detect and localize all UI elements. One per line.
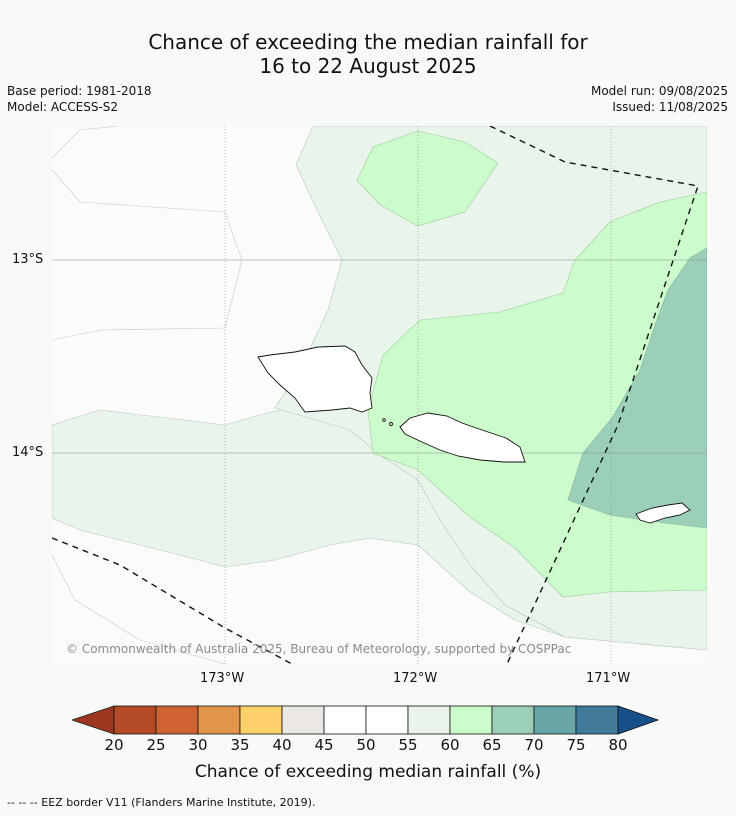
colorbar-tick-label: 20	[104, 736, 124, 754]
island-savaii	[257, 345, 373, 413]
lat-label-13s: 13°S	[12, 252, 44, 267]
colorbar-tick-label: 30	[188, 736, 208, 754]
model-name: Model: ACCESS-S2	[7, 100, 119, 114]
colorbar-tick-label: 75	[566, 736, 586, 754]
colorbar-tick-label: 25	[146, 736, 166, 754]
colorbar-tick-label: 70	[524, 736, 544, 754]
colorbar-segment	[575, 705, 619, 735]
title-line-1: Chance of exceeding the median rainfall …	[148, 30, 588, 54]
map-title: Chance of exceeding the median rainfall …	[0, 30, 736, 78]
island-upolu	[399, 412, 526, 463]
colorbar-segment	[407, 705, 451, 735]
colorbar-segment	[365, 705, 409, 735]
islands	[257, 345, 691, 524]
zone-60-65-north	[356, 130, 499, 227]
issued-date: Issued: 11/08/2025	[612, 100, 728, 114]
colorbar-segment	[323, 705, 367, 735]
colorbar-segment	[449, 705, 493, 735]
island-tutuila	[635, 502, 691, 524]
colorbar-segment	[281, 705, 325, 735]
contour-west-c	[52, 554, 226, 664]
colorbar-extend-high	[617, 705, 660, 735]
colorbar-segment	[533, 705, 577, 735]
gridlines	[52, 126, 707, 664]
islet-a	[382, 418, 386, 422]
contour-west-a	[52, 126, 119, 159]
eez-border	[52, 126, 699, 664]
colorbar-tick-label: 60	[440, 736, 460, 754]
colorbar-tick-label: 65	[482, 736, 502, 754]
colorbar-segment	[113, 705, 157, 735]
lon-label-172w: 172°W	[393, 671, 438, 686]
colorbar-tick-label: 55	[398, 736, 418, 754]
colorbar-extend-low	[72, 705, 115, 735]
colorbar-segment	[491, 705, 535, 735]
lon-label-171w: 171°W	[586, 671, 631, 686]
islet-b	[389, 422, 393, 426]
colorbar-tick-label: 35	[230, 736, 250, 754]
map-area: © Commonwealth of Australia 2025, Bureau…	[52, 126, 707, 664]
lon-label-173w: 173°W	[200, 671, 245, 686]
colorbar-segment	[155, 705, 199, 735]
colorbar-tick-label: 40	[272, 736, 292, 754]
base-period: Base period: 1981-2018	[7, 84, 152, 98]
map-copyright: © Commonwealth of Australia 2025, Bureau…	[66, 642, 571, 656]
title-line-2: 16 to 22 August 2025	[259, 54, 477, 78]
meta-left: Base period: 1981-2018 Model: ACCESS-S2	[7, 83, 152, 115]
lat-label-14s: 14°S	[12, 445, 44, 460]
model-run: Model run: 09/08/2025	[590, 84, 728, 98]
colorbar-tick-label: 80	[608, 736, 628, 754]
colorbar-tick-label: 50	[356, 736, 376, 754]
colorbar-segment	[197, 705, 241, 735]
meta-right: Model run: 09/08/2025 Issued: 11/08/2025	[591, 83, 728, 115]
eez-legend: -- -- -- EEZ border V11 (Flanders Marine…	[7, 796, 316, 809]
colorbar	[72, 705, 660, 735]
colorbar-title: Chance of exceeding median rainfall (%)	[194, 762, 542, 782]
colorbar-tick-label: 45	[314, 736, 334, 754]
colorbar-segment	[239, 705, 283, 735]
